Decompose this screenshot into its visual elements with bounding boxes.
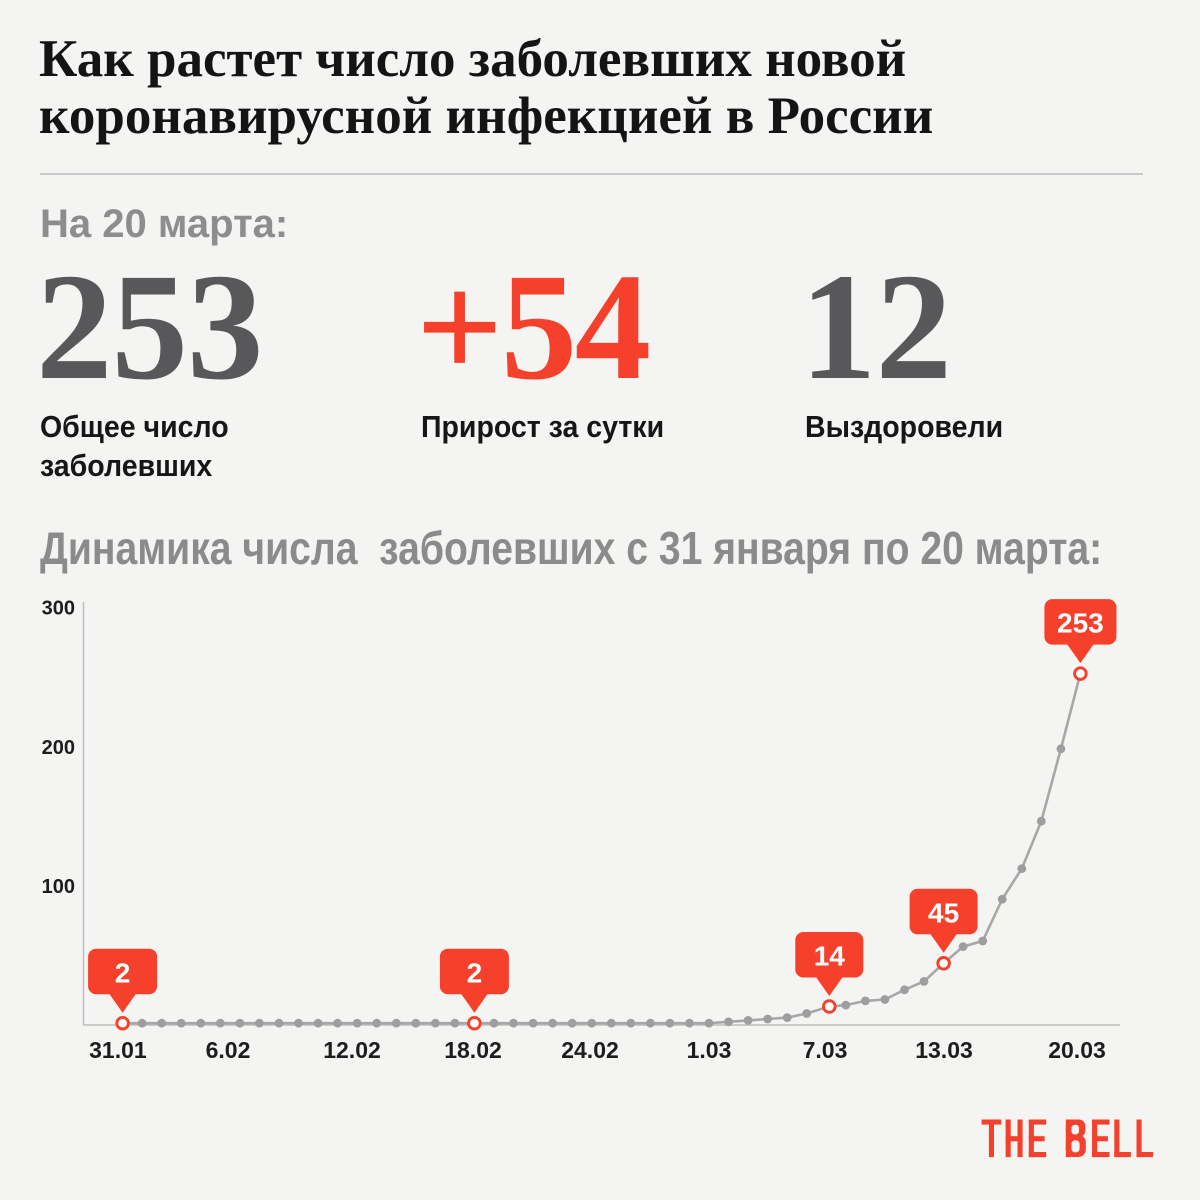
- svg-text:14: 14: [814, 941, 846, 972]
- svg-text:100: 100: [42, 876, 75, 898]
- svg-text:45: 45: [928, 897, 959, 928]
- svg-text:2: 2: [115, 957, 131, 988]
- svg-text:12.02: 12.02: [323, 1037, 381, 1063]
- svg-text:200: 200: [42, 737, 75, 759]
- svg-text:2: 2: [467, 957, 483, 988]
- svg-text:20.03: 20.03: [1048, 1037, 1106, 1063]
- svg-text:1.03: 1.03: [687, 1037, 732, 1063]
- svg-text:13.03: 13.03: [915, 1037, 973, 1063]
- svg-text:18.02: 18.02: [444, 1037, 502, 1063]
- svg-text:31.01: 31.01: [89, 1037, 147, 1063]
- svg-text:24.02: 24.02: [561, 1037, 619, 1063]
- svg-text:6.02: 6.02: [206, 1037, 251, 1063]
- svg-text:7.03: 7.03: [803, 1037, 848, 1063]
- svg-text:300: 300: [42, 598, 75, 620]
- svg-text:253: 253: [1057, 608, 1104, 639]
